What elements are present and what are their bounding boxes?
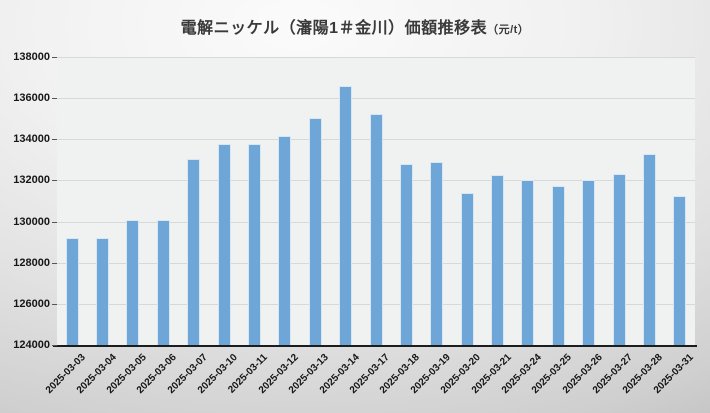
plot-area [53, 57, 697, 347]
bar-2025-03-26 [582, 180, 596, 345]
bar-2025-03-07 [187, 158, 201, 345]
bar-2025-03-20 [460, 192, 474, 345]
y-tick-label: 126000 [13, 297, 50, 310]
y-tick-label: 128000 [13, 256, 50, 269]
bar-2025-03-25 [551, 185, 565, 345]
y-tick-label: 130000 [13, 215, 50, 228]
gridline [57, 57, 695, 58]
bar-2025-03-17 [369, 113, 383, 345]
y-tick-label: 136000 [13, 92, 50, 105]
bar-2025-03-21 [491, 175, 505, 345]
bar-2025-03-11 [247, 144, 261, 345]
bar-2025-03-10 [217, 144, 231, 345]
bar-2025-03-27 [612, 174, 626, 345]
bar-2025-03-12 [278, 136, 292, 345]
y-tick-mark [52, 139, 57, 141]
gridline [57, 98, 695, 100]
y-tick-mark [52, 345, 57, 346]
bar-2025-03-06 [156, 219, 170, 345]
x-axis-line [53, 345, 697, 347]
bar-2025-03-04 [96, 238, 110, 345]
y-tick-mark [52, 180, 57, 182]
bar-2025-03-18 [399, 163, 413, 345]
y-tick-label: 138000 [13, 51, 50, 63]
y-tick-label: 124000 [13, 339, 50, 351]
y-tick-mark [52, 57, 57, 58]
chart-title-text: 電解ニッケル（瀋陽1＃金川）価額推移表 [180, 20, 488, 37]
bar-2025-03-24 [521, 180, 535, 345]
y-tick-label: 134000 [13, 133, 50, 146]
y-tick-mark [52, 98, 57, 100]
bar-2025-03-31 [673, 195, 687, 345]
bar-2025-03-14 [339, 85, 353, 345]
bar-2025-03-13 [308, 117, 322, 345]
y-tick-label: 132000 [13, 174, 50, 187]
bar-2025-03-03 [65, 238, 79, 345]
chart-title: 電解ニッケル（瀋陽1＃金川）価額推移表（元/t） [0, 14, 710, 38]
chart-title-unit: （元/t） [487, 24, 530, 36]
bar-2025-03-28 [642, 153, 656, 345]
bar-2025-03-19 [430, 161, 444, 345]
y-tick-mark [52, 262, 57, 264]
y-tick-mark [52, 303, 57, 305]
y-tick-mark [52, 221, 57, 223]
bar-2025-03-05 [126, 219, 140, 345]
